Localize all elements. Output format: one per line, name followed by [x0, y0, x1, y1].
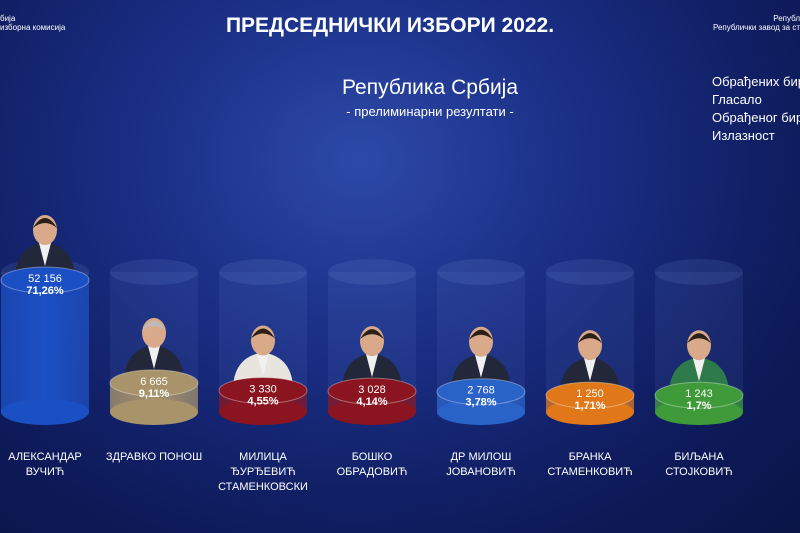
percent-label: 1,71% [574, 400, 605, 412]
subtitle: Република Србија [341, 76, 519, 99]
logo-right: Републ Републички завод за ст [713, 14, 800, 32]
value-label: 1 250 [576, 388, 604, 400]
value-label: 3 028 [358, 384, 386, 396]
category-label: БРАНКА СТАМЕНКОВИЋ [547, 451, 633, 478]
cylinder-top [0, 266, 90, 294]
value-label: 6 665 [140, 376, 168, 388]
ghost-top [328, 259, 416, 285]
category-label: БОШКО ОБРАДОВИЋ [336, 451, 408, 478]
photo-hair [33, 218, 57, 228]
percent-label: 71,26% [26, 285, 64, 297]
category-label: БИЉАНА СТОЈКОВИЋ [665, 451, 733, 478]
ghost-top [219, 259, 307, 285]
ghost-top [437, 259, 525, 285]
category-label: МИЛИЦА ЂУРЂЕВИЋ СТАМЕНКОВСКИ [218, 451, 308, 493]
photo-hair [578, 333, 602, 344]
percent-label: 9,11% [139, 388, 170, 400]
logo-text: Републички завод за ст [712, 23, 800, 32]
ghost-top [110, 259, 198, 285]
percent-label: 1,7% [686, 400, 711, 412]
category-label: АЛЕКСАНДАР ВУЧИЋ [8, 451, 82, 478]
cylinder-top [109, 369, 199, 397]
cylinder-top [545, 381, 635, 409]
photo-shirt [475, 354, 487, 378]
stat-label: Гласало [712, 92, 762, 107]
logo-text: бија [0, 14, 16, 23]
photo-hair [251, 328, 275, 339]
bar [1, 280, 89, 412]
category-label: ДР МИЛОШ ЈОВАНОВИЋ [446, 451, 516, 478]
photo-shirt [584, 358, 596, 382]
value-label: 1 243 [685, 388, 713, 400]
photo-shirt [39, 243, 51, 266]
value-label: 3 330 [249, 383, 277, 395]
photo-hair [687, 333, 711, 344]
value-label: 52 156 [28, 273, 62, 285]
photo-hair [469, 329, 493, 340]
stat-label: Обрађеног бир [712, 110, 800, 125]
logo-left: бија изборна комисија [0, 14, 65, 32]
photo-hair [360, 329, 384, 340]
photo-hair [142, 320, 166, 331]
photo-shirt [257, 353, 269, 377]
category-label: ЗДРАВКО ПОНОШ [105, 451, 203, 463]
chart-title: ПРЕДСЕДНИЧКИ ИЗБОРИ 2022. [225, 14, 555, 37]
percent-label: 3,78% [465, 397, 496, 409]
photo-shirt [366, 354, 378, 378]
cylinder-top [327, 377, 417, 405]
cylinder-top [654, 381, 744, 409]
value-label: 2 768 [467, 385, 495, 397]
photo-shirt [693, 358, 705, 382]
stat-label: Обрађених бир [712, 74, 800, 89]
photo-shirt [148, 345, 160, 369]
cylinder-top [218, 376, 308, 404]
cylinder-top [436, 378, 526, 406]
ghost-top [655, 259, 743, 285]
stat-label: Излазност [712, 128, 775, 143]
logo-text: изборна комисија [0, 23, 66, 32]
ghost-top [546, 259, 634, 285]
logo-text: Републ [773, 14, 800, 23]
note: - прелиминарни резултати - [346, 104, 514, 119]
percent-label: 4,55% [247, 395, 278, 407]
percent-label: 4,14% [356, 396, 387, 408]
